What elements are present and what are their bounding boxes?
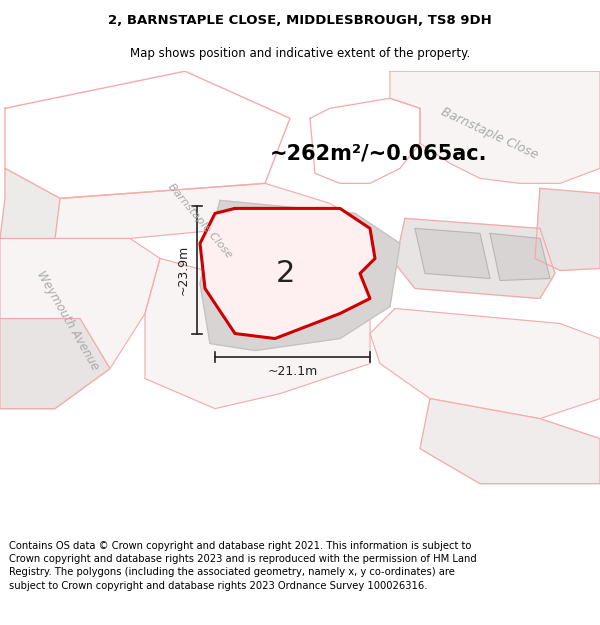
Text: ~23.9m: ~23.9m xyxy=(176,245,190,295)
Text: Weymouth Avenue: Weymouth Avenue xyxy=(34,269,102,372)
Polygon shape xyxy=(420,399,600,484)
Polygon shape xyxy=(370,309,600,419)
Text: 2: 2 xyxy=(275,259,295,288)
Polygon shape xyxy=(200,208,375,339)
Polygon shape xyxy=(310,98,420,183)
Polygon shape xyxy=(55,183,370,246)
Text: Contains OS data © Crown copyright and database right 2021. This information is : Contains OS data © Crown copyright and d… xyxy=(9,541,477,591)
Text: Map shows position and indicative extent of the property.: Map shows position and indicative extent… xyxy=(130,48,470,61)
Text: Barnstaple Close: Barnstaple Close xyxy=(439,105,541,161)
Polygon shape xyxy=(5,71,290,198)
Polygon shape xyxy=(415,228,490,279)
Polygon shape xyxy=(490,233,550,281)
Polygon shape xyxy=(0,319,110,409)
Polygon shape xyxy=(395,218,555,299)
Polygon shape xyxy=(200,201,400,351)
Polygon shape xyxy=(535,188,600,271)
Text: ~262m²/~0.065ac.: ~262m²/~0.065ac. xyxy=(270,143,487,163)
Text: Barnstaple Close: Barnstaple Close xyxy=(166,181,234,259)
Text: 2, BARNSTAPLE CLOSE, MIDDLESBROUGH, TS8 9DH: 2, BARNSTAPLE CLOSE, MIDDLESBROUGH, TS8 … xyxy=(108,14,492,27)
Polygon shape xyxy=(390,71,600,183)
Text: ~21.1m: ~21.1m xyxy=(268,365,317,378)
Polygon shape xyxy=(0,238,160,409)
Polygon shape xyxy=(0,168,60,238)
Polygon shape xyxy=(145,259,370,409)
